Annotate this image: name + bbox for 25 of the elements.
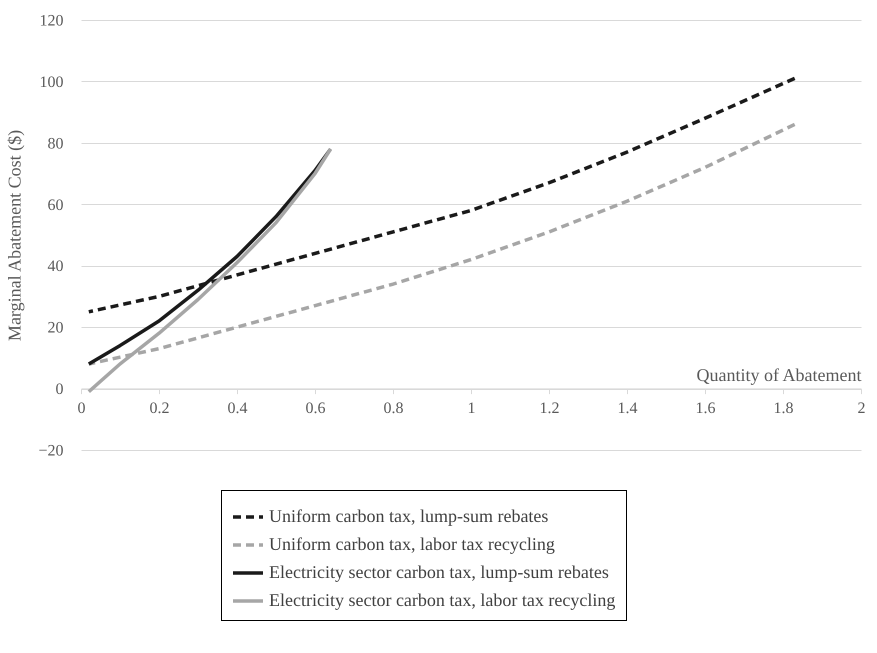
y-tick-label: −20 (38, 442, 64, 460)
legend-label: Electricity sector carbon tax, lump-sum rebates (269, 562, 609, 582)
y-tick-label: 60 (48, 196, 64, 214)
x-tick-label: 2 (858, 400, 866, 418)
x-tick-label: 1.6 (696, 400, 716, 418)
y-tick-label: 80 (48, 135, 64, 152)
y-tick-label: 40 (48, 258, 64, 276)
legend-label: Uniform carbon tax, labor tax recycling (269, 534, 555, 554)
x-tick-label: 0.4 (228, 400, 248, 418)
x-tick-label: 0.8 (384, 400, 404, 418)
x-tick-label: 0.2 (150, 400, 170, 418)
x-tick-label: 1.8 (774, 400, 794, 418)
y-tick-label: 120 (40, 12, 64, 30)
legend-label: Electricity sector carbon tax, labor tax recycling (269, 590, 616, 610)
y-axis-title: Marginal Abatement Cost ($) (4, 130, 24, 342)
x-tick-label: 0 (78, 400, 86, 418)
x-tick-label: 1.2 (540, 400, 560, 418)
x-tick-label: 1 (468, 400, 476, 418)
x-axis-title: Quantity of Abatement (696, 365, 862, 386)
y-tick-label: 0 (56, 381, 64, 398)
y-tick-label: 20 (48, 320, 64, 337)
x-tick-label: 1.4 (618, 400, 638, 418)
x-tick-label: 0.6 (306, 400, 326, 418)
y-tick-label: 100 (40, 74, 64, 91)
legend-label: Uniform carbon tax, lump-sum rebates (269, 506, 548, 526)
